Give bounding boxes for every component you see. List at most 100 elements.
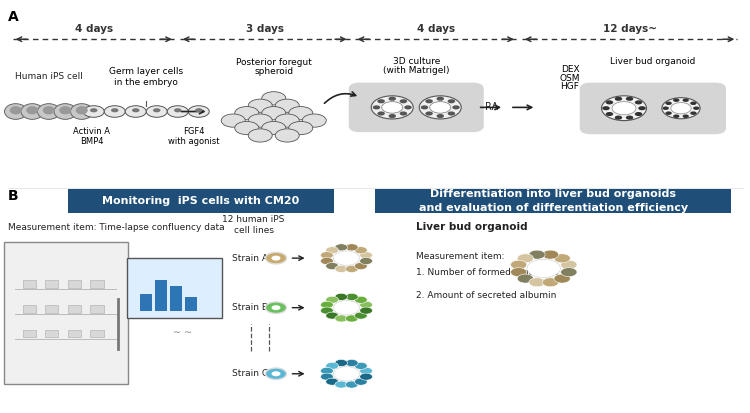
Circle shape	[511, 268, 526, 277]
Circle shape	[554, 274, 570, 283]
Circle shape	[673, 114, 680, 118]
Circle shape	[425, 99, 433, 103]
FancyBboxPatch shape	[90, 305, 104, 313]
Circle shape	[320, 301, 333, 308]
Circle shape	[266, 252, 286, 264]
Circle shape	[425, 112, 433, 116]
Circle shape	[221, 114, 245, 127]
Circle shape	[335, 315, 347, 322]
Circle shape	[382, 102, 403, 113]
Circle shape	[419, 96, 461, 119]
Circle shape	[320, 307, 333, 314]
Circle shape	[542, 278, 559, 287]
FancyBboxPatch shape	[45, 330, 58, 337]
Circle shape	[612, 102, 636, 115]
Circle shape	[561, 268, 577, 277]
FancyBboxPatch shape	[349, 83, 484, 132]
Circle shape	[388, 97, 396, 101]
Text: HGF: HGF	[560, 82, 580, 91]
Circle shape	[188, 106, 209, 117]
Ellipse shape	[70, 104, 93, 119]
Circle shape	[626, 116, 633, 120]
Circle shape	[335, 359, 347, 366]
Circle shape	[320, 252, 333, 259]
Circle shape	[335, 381, 347, 388]
Text: Monitoring  iPS cells with CM20: Monitoring iPS cells with CM20	[102, 196, 299, 206]
Circle shape	[346, 359, 358, 366]
Ellipse shape	[38, 104, 60, 119]
Text: in the embryo: in the embryo	[114, 78, 178, 87]
Circle shape	[360, 373, 373, 380]
FancyBboxPatch shape	[90, 280, 104, 288]
Circle shape	[320, 368, 333, 374]
Text: 4 days: 4 days	[417, 24, 454, 34]
Circle shape	[355, 312, 368, 319]
Text: OSM: OSM	[560, 74, 580, 83]
Circle shape	[275, 99, 299, 112]
FancyBboxPatch shape	[170, 286, 182, 311]
Circle shape	[83, 106, 104, 117]
Circle shape	[430, 102, 451, 113]
Circle shape	[248, 114, 272, 127]
Circle shape	[90, 108, 98, 112]
Circle shape	[690, 102, 697, 105]
Text: Measurement item: Time-lapse confluency data: Measurement item: Time-lapse confluency …	[8, 223, 224, 232]
Circle shape	[682, 114, 689, 118]
Circle shape	[275, 114, 299, 127]
Circle shape	[302, 114, 326, 127]
Text: with agonist: with agonist	[168, 137, 219, 146]
Text: Human iPS cell: Human iPS cell	[15, 71, 82, 81]
Circle shape	[602, 106, 610, 110]
Circle shape	[346, 293, 358, 300]
Circle shape	[436, 97, 444, 101]
Text: spheroid: spheroid	[254, 67, 293, 76]
Text: Activin A: Activin A	[73, 127, 110, 136]
Circle shape	[665, 112, 672, 115]
Circle shape	[690, 112, 697, 115]
Text: Strain B: Strain B	[232, 303, 268, 312]
Ellipse shape	[21, 104, 44, 119]
Circle shape	[615, 116, 622, 120]
Text: B: B	[8, 189, 18, 203]
FancyBboxPatch shape	[22, 330, 36, 337]
Circle shape	[360, 368, 373, 374]
FancyBboxPatch shape	[68, 305, 81, 313]
Circle shape	[452, 105, 460, 109]
Circle shape	[174, 108, 182, 112]
Circle shape	[682, 98, 689, 102]
Circle shape	[346, 381, 358, 388]
Circle shape	[529, 250, 545, 259]
Ellipse shape	[10, 106, 22, 114]
Circle shape	[371, 96, 413, 119]
Circle shape	[360, 307, 373, 314]
Circle shape	[272, 305, 280, 310]
Circle shape	[421, 105, 428, 109]
Circle shape	[289, 121, 313, 135]
Text: FGF4: FGF4	[183, 127, 204, 136]
Circle shape	[326, 296, 338, 303]
Circle shape	[355, 362, 368, 369]
FancyBboxPatch shape	[68, 189, 334, 213]
Circle shape	[377, 112, 385, 116]
Circle shape	[272, 371, 280, 376]
Text: 1. Number of formed organoids: 1. Number of formed organoids	[416, 268, 559, 277]
Text: Measurement item:: Measurement item:	[416, 252, 505, 261]
Circle shape	[334, 251, 359, 265]
Circle shape	[235, 107, 259, 120]
Text: Liver bud organoid: Liver bud organoid	[610, 57, 695, 66]
Text: (with Matrigel): (with Matrigel)	[383, 66, 449, 75]
Circle shape	[235, 121, 259, 135]
Circle shape	[638, 106, 646, 110]
Circle shape	[111, 108, 118, 112]
FancyBboxPatch shape	[140, 294, 152, 311]
Circle shape	[606, 112, 613, 116]
Ellipse shape	[54, 104, 76, 119]
Circle shape	[693, 107, 700, 110]
Text: 4 days: 4 days	[75, 24, 112, 34]
FancyBboxPatch shape	[4, 242, 128, 384]
Circle shape	[335, 266, 347, 273]
Text: DEX: DEX	[561, 65, 579, 74]
Circle shape	[266, 368, 286, 380]
Text: Differentiation into liver bud organoids
and evaluation of differentiation effic: Differentiation into liver bud organoids…	[419, 189, 688, 213]
Circle shape	[272, 256, 280, 261]
